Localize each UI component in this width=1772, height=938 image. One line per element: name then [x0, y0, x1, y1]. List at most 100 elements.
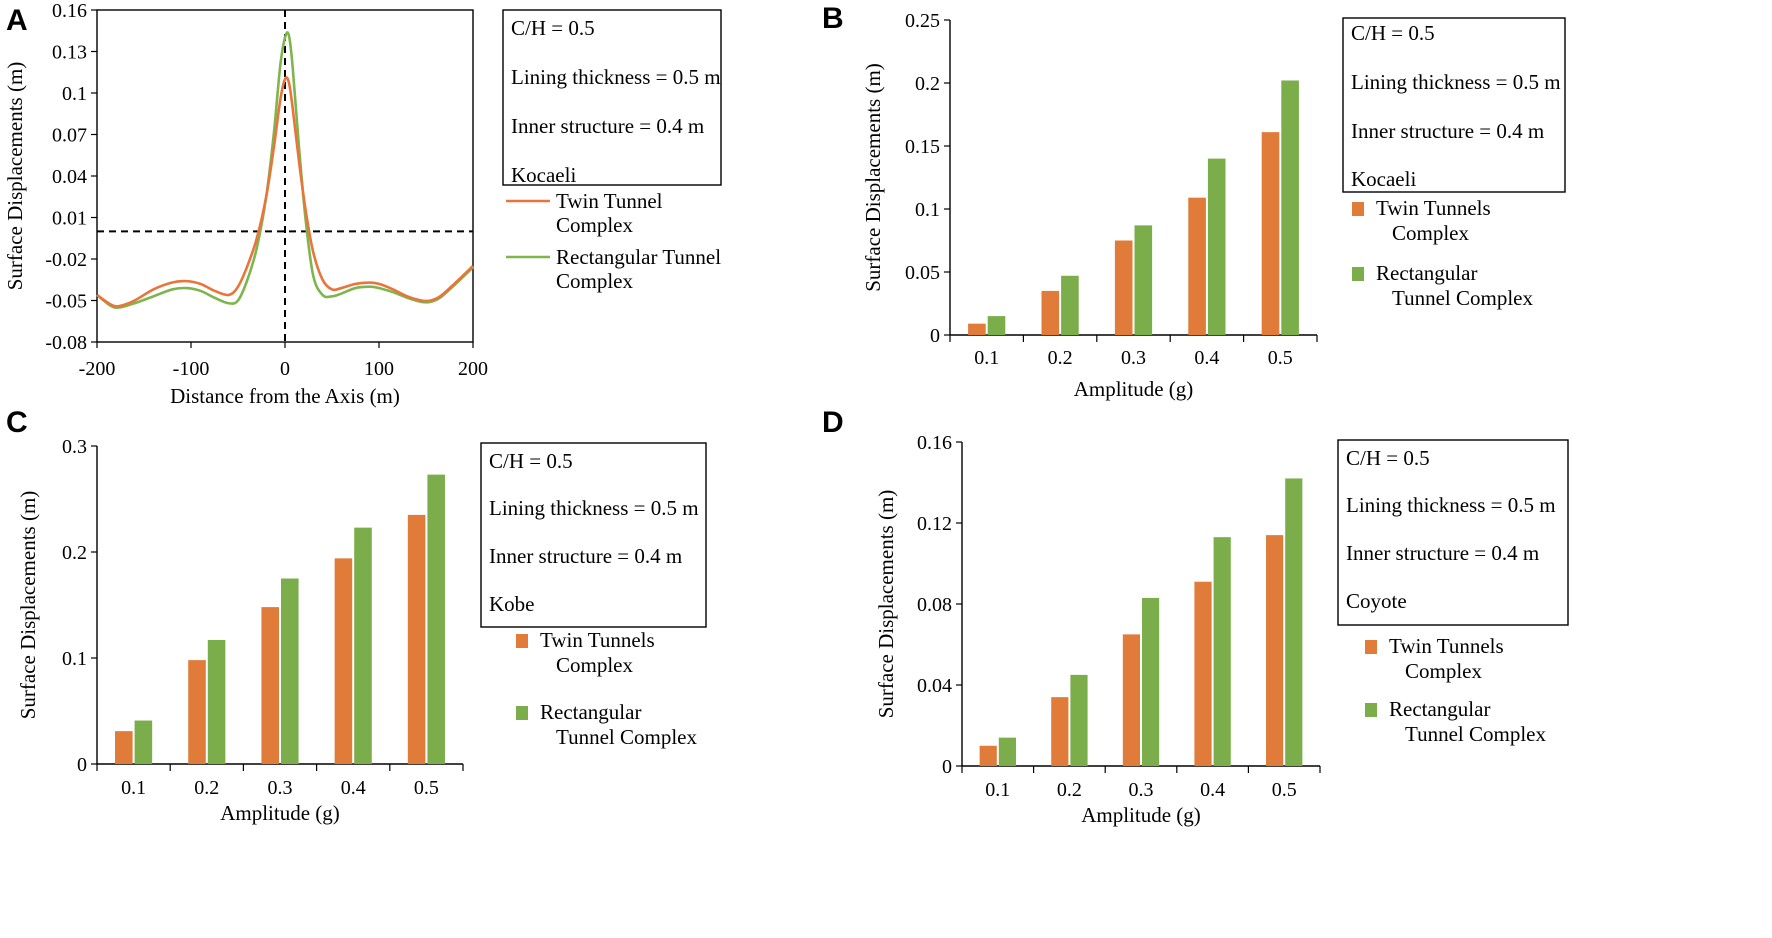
legend-label: Rectangular: [540, 700, 641, 724]
bar-twin: [407, 514, 426, 764]
legend-label: Complex: [556, 269, 633, 293]
x-tick-label: 0.3: [1121, 347, 1146, 369]
info-line: Inner structure = 0.4 m: [511, 114, 704, 138]
info-box: [480, 442, 707, 628]
x-tick-label: 200: [458, 358, 488, 380]
info-box: [1342, 17, 1566, 193]
x-tick-label: 0.5: [414, 777, 439, 799]
legend-label: Tunnel Complex: [1405, 722, 1546, 746]
x-tick-label: 0.3: [268, 777, 293, 799]
x-tick-label: -100: [173, 358, 210, 380]
panel-d: D 0 0.04 0.08 0.12 0.16 Surface Displacements …: [822, 406, 1569, 827]
legend-swatch: [1352, 202, 1364, 216]
bar-twin: [1266, 535, 1284, 766]
bar-twin: [968, 323, 986, 335]
x-tick-label: 0.1: [985, 779, 1010, 801]
bar-twin: [115, 731, 133, 764]
x-tick-label: 0.2: [1057, 779, 1082, 801]
legend-label: Rectangular: [1389, 697, 1490, 721]
bar-rectangular: [1134, 225, 1153, 335]
legend-swatch: [1352, 267, 1364, 281]
info-line: Lining thickness = 0.5 m: [1346, 493, 1556, 517]
bar-rectangular: [998, 737, 1016, 766]
legend-label: Complex: [556, 213, 633, 237]
y-tick-label: 0.1: [62, 648, 87, 670]
x-axis-title: Amplitude (g): [1074, 377, 1194, 401]
legend-label: Twin Tunnel: [556, 189, 663, 213]
panel-a: A -0.08 -0.05 -0.02 0.01 0.04 0.07 0.1 0.13 0.16 S…: [3, 0, 722, 408]
legend-label: Rectangular Tunnel: [556, 245, 721, 269]
y-tick-label: 0.15: [905, 136, 940, 158]
info-line: Lining thickness = 0.5 m: [1351, 70, 1561, 94]
y-tick-label: 0.01: [52, 208, 87, 230]
bar-twin: [1188, 197, 1206, 335]
info-line: Lining thickness = 0.5 m: [511, 65, 721, 89]
legend-swatch: [516, 706, 528, 720]
y-tick-label: 0.1: [62, 83, 87, 105]
bar-twin: [188, 660, 206, 764]
y-axis-title: Surface Displacements (m): [874, 490, 898, 719]
legend-swatch: [1365, 703, 1377, 717]
y-tick-label: 0.3: [62, 436, 87, 458]
panel-letter: A: [6, 4, 28, 37]
info-line: C/H = 0.5: [1346, 446, 1430, 470]
x-tick-label: 0.4: [1200, 779, 1225, 801]
x-tick-label: -200: [79, 358, 116, 380]
y-tick-label: -0.05: [45, 291, 87, 313]
y-tick-label: -0.08: [45, 332, 87, 354]
y-tick-label: 0.04: [917, 675, 952, 697]
bar-rectangular: [1207, 158, 1226, 335]
bar-twin: [1051, 697, 1069, 766]
y-tick-label: 0.13: [52, 42, 87, 64]
bar-twin: [1122, 634, 1140, 766]
bar-rectangular: [134, 720, 153, 764]
bar-rectangular: [987, 316, 1006, 335]
panel-letter: B: [822, 2, 844, 35]
x-tick-label: 100: [364, 358, 394, 380]
y-tick-label: 0.08: [917, 594, 952, 616]
legend-label: Twin Tunnels: [540, 628, 655, 652]
bar-twin: [1261, 132, 1280, 335]
info-box: [502, 9, 722, 186]
x-tick-label: 0.3: [1129, 779, 1154, 801]
y-axis-title: Surface Displacements (m): [3, 62, 27, 291]
legend-label: Rectangular: [1376, 261, 1477, 285]
x-tick-label: 0.5: [1268, 347, 1293, 369]
bar-rectangular: [207, 639, 226, 764]
series-line-rectangular: [96, 31, 474, 310]
series-line-twin: [96, 76, 474, 308]
bar-rectangular: [1142, 597, 1160, 766]
panel-b: B 0 0.05 0.1 0.15 0.2 0.25 Surface Displacement…: [822, 2, 1566, 401]
x-axis-title: Amplitude (g): [1081, 803, 1201, 827]
info-box: [1337, 439, 1569, 626]
panel-letter: C: [6, 406, 28, 439]
bar-rectangular: [427, 474, 445, 764]
bar-rectangular: [354, 527, 372, 764]
legend-label: Complex: [1405, 659, 1482, 683]
y-tick-label: 0: [942, 756, 952, 778]
info-line: Inner structure = 0.4 m: [1351, 119, 1544, 143]
bar-rectangular: [1213, 537, 1231, 766]
y-tick-label: 0: [930, 325, 940, 347]
y-axis-title: Surface Displacements (m): [861, 63, 885, 292]
x-axis-title: Amplitude (g): [220, 801, 340, 825]
y-tick-label: 0.16: [917, 432, 952, 454]
info-line: Coyote: [1346, 589, 1407, 613]
legend-swatch: [516, 634, 528, 648]
bar-twin: [1114, 240, 1133, 335]
bar-rectangular: [1070, 674, 1088, 766]
info-line: Kobe: [489, 592, 535, 616]
y-axis-title: Surface Displacements (m): [16, 491, 40, 720]
legend-swatch: [1365, 640, 1377, 654]
info-line: Inner structure = 0.4 m: [489, 544, 682, 568]
info-line: C/H = 0.5: [489, 449, 573, 473]
y-tick-label: 0.25: [905, 10, 940, 32]
y-tick-label: 0.07: [52, 125, 87, 147]
legend-label: Twin Tunnels: [1389, 634, 1504, 658]
legend-label: Tunnel Complex: [1392, 286, 1533, 310]
y-tick-label: 0.2: [915, 73, 940, 95]
bar-twin: [1041, 290, 1060, 335]
info-line: C/H = 0.5: [1351, 21, 1435, 45]
y-tick-label: 0.2: [62, 542, 87, 564]
